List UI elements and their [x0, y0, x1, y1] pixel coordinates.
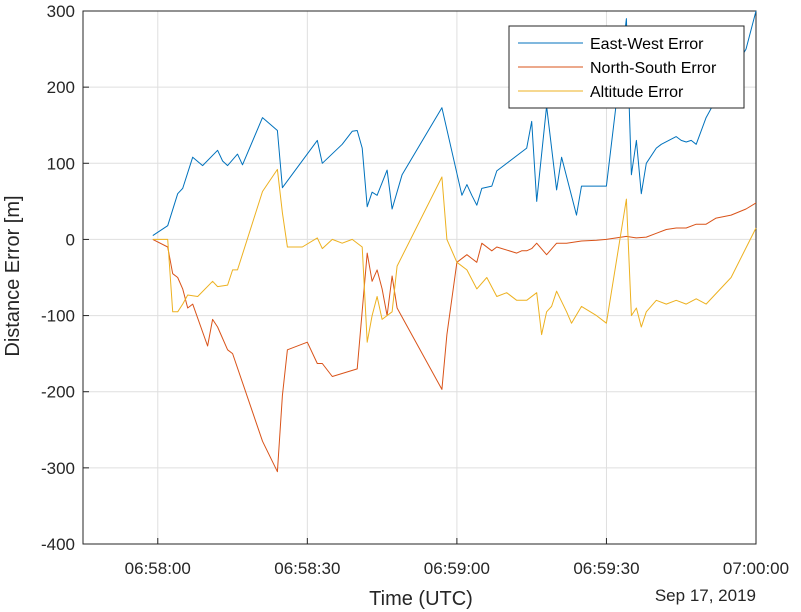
series-layer	[152, 10, 757, 473]
x-tick-label-4: 07:00:00	[723, 559, 789, 578]
axis-ticks: 06:58:00 06:58:30 06:59:00 06:59:30 07:00:00…	[41, 2, 789, 578]
y-tick-label-6: -300	[41, 459, 75, 478]
x-axis-date-label: Sep 17, 2019	[655, 586, 756, 605]
series-line-altitude-error	[152, 168, 757, 343]
grid-lines	[83, 10, 757, 545]
y-axis-label: Distance Error [m]	[2, 195, 24, 356]
x-tick-label-1: 06:58:30	[274, 559, 340, 578]
y-tick-label-0: 300	[47, 2, 75, 21]
y-tick-label-1: 200	[47, 78, 75, 97]
y-tick-label-4: -100	[41, 307, 75, 326]
legend-label-2: Altitude Error	[590, 84, 684, 101]
legend-label-0: East-West Error	[590, 36, 704, 53]
x-tick-label-0: 06:58:00	[125, 559, 191, 578]
legend: East-West Error North-South Error Altitude…	[508, 25, 745, 109]
x-tick-label-3: 06:59:30	[573, 559, 639, 578]
series-line-east-west-error	[152, 10, 757, 237]
x-tick-label-2: 06:59:00	[424, 559, 490, 578]
legend-label-1: North-South Error	[590, 60, 717, 77]
x-axis-label: Time (UTC)	[369, 588, 473, 610]
y-tick-label-7: -400	[41, 535, 75, 554]
y-tick-label-3: 0	[66, 230, 75, 249]
y-tick-label-5: -200	[41, 383, 75, 402]
series-line-north-south-error	[152, 202, 757, 473]
plot-area-frame	[82, 10, 757, 545]
y-tick-label-2: 100	[47, 154, 75, 173]
